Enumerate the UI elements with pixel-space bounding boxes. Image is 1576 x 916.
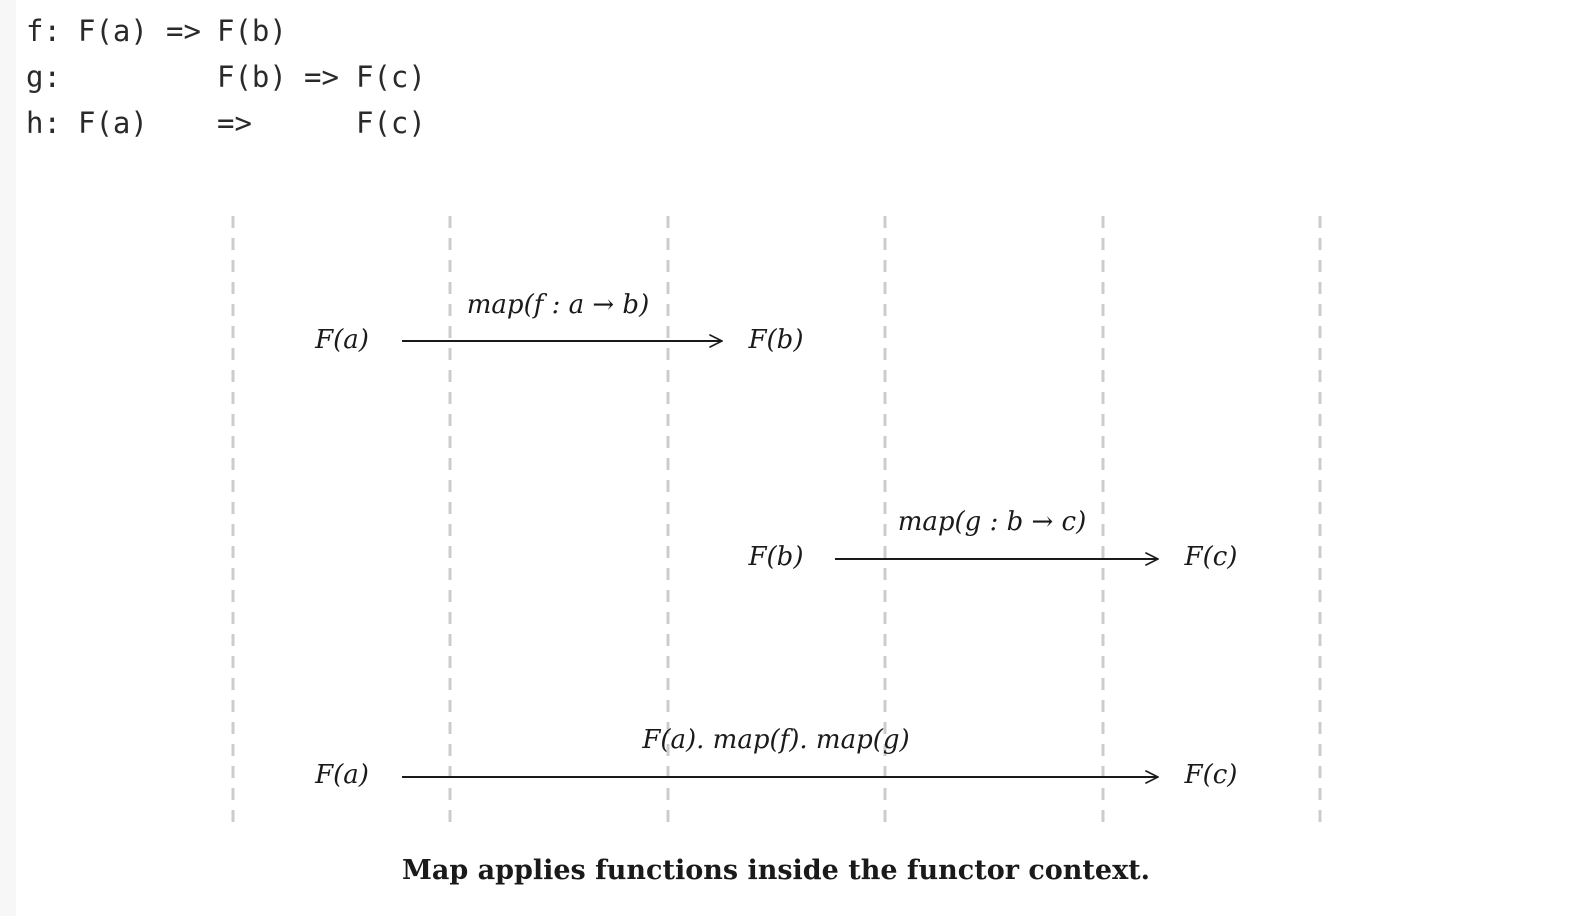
code-fn-name: h: <box>26 106 61 140</box>
code-arrow: => <box>304 60 339 94</box>
document-page <box>16 0 1576 916</box>
diagram-row-composed: F(a). map(f). map(g) F(a) F(c) <box>314 725 1237 790</box>
node-target: F(c) <box>1184 760 1238 790</box>
code-source-type: F(b) <box>217 60 287 94</box>
code-arrow: => <box>217 106 252 140</box>
left-margin-strip <box>0 0 16 916</box>
node-source: F(b) <box>748 542 804 572</box>
guide-lines <box>231 216 1322 832</box>
arrow-label: F(a). map(f). map(g) <box>641 725 909 755</box>
code-target-type: F(c) <box>356 60 426 94</box>
node-source: F(a) <box>314 760 369 790</box>
diagram-row-map-g: map(g : b → c) F(b) F(c) <box>748 507 1238 572</box>
code-block: f: F(a) => F(b) g: F(b) => F(c) h: F(a) … <box>26 14 426 152</box>
code-source-type: F(a) <box>78 106 148 140</box>
code-source-type: F(a) <box>78 14 148 48</box>
diagram-row-map-f: map(f : a → b) F(a) F(b) <box>314 290 803 355</box>
node-target: F(c) <box>1184 542 1238 572</box>
code-fn-name: g: <box>26 60 61 94</box>
code-fn-name: f: <box>26 14 61 48</box>
figure-caption: Map applies functions inside the functor… <box>401 855 1151 886</box>
code-line-h: h: F(a) => F(c) <box>26 106 426 152</box>
node-source: F(a) <box>314 325 369 355</box>
code-line-f: f: F(a) => F(b) <box>26 14 287 60</box>
code-target-type: F(b) <box>217 14 287 48</box>
arrow-label: map(f : a → b) <box>467 290 649 320</box>
arrow-label: map(g : b → c) <box>898 507 1087 537</box>
code-line-g: g: F(b) => F(c) <box>26 60 426 106</box>
node-target: F(b) <box>748 325 804 355</box>
code-target-type: F(c) <box>356 106 426 140</box>
code-arrow: => <box>166 14 201 48</box>
